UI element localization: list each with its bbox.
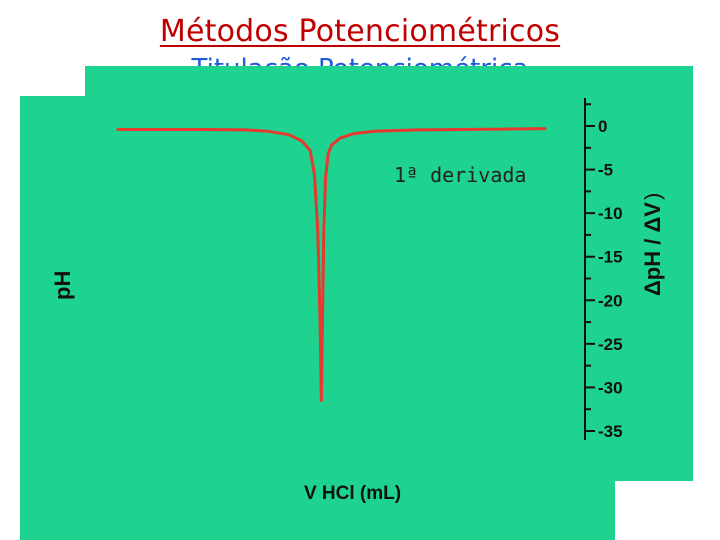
right-y-axis: 0 -5 -10 -15 -20 -25 -30 -35	[584, 98, 623, 441]
y-tick-label: -30	[598, 378, 623, 397]
right-y-axis-label: ΔpH / ΔV)	[640, 192, 665, 296]
right-y-axis-label-text: ΔpH / ΔV	[640, 202, 665, 296]
y-tick-label: -20	[598, 291, 623, 310]
chart-panel-front	[85, 66, 693, 481]
y-tick-label: -35	[598, 422, 623, 441]
y-tick-label: 0	[598, 117, 607, 136]
y-tick-label: -10	[598, 204, 623, 223]
left-y-axis-label: pH	[50, 270, 75, 300]
series-group	[116, 127, 547, 402]
y-tick-label: -5	[598, 161, 613, 180]
slide-title: Métodos Potenciométricos	[159, 14, 561, 49]
series-line	[116, 127, 547, 402]
y-tick-label: -25	[598, 335, 623, 354]
y-tick-label: -15	[598, 248, 623, 267]
chart-annotation: 1ª derivada	[394, 163, 527, 187]
x-axis-label: V HCl (mL)	[303, 483, 402, 504]
